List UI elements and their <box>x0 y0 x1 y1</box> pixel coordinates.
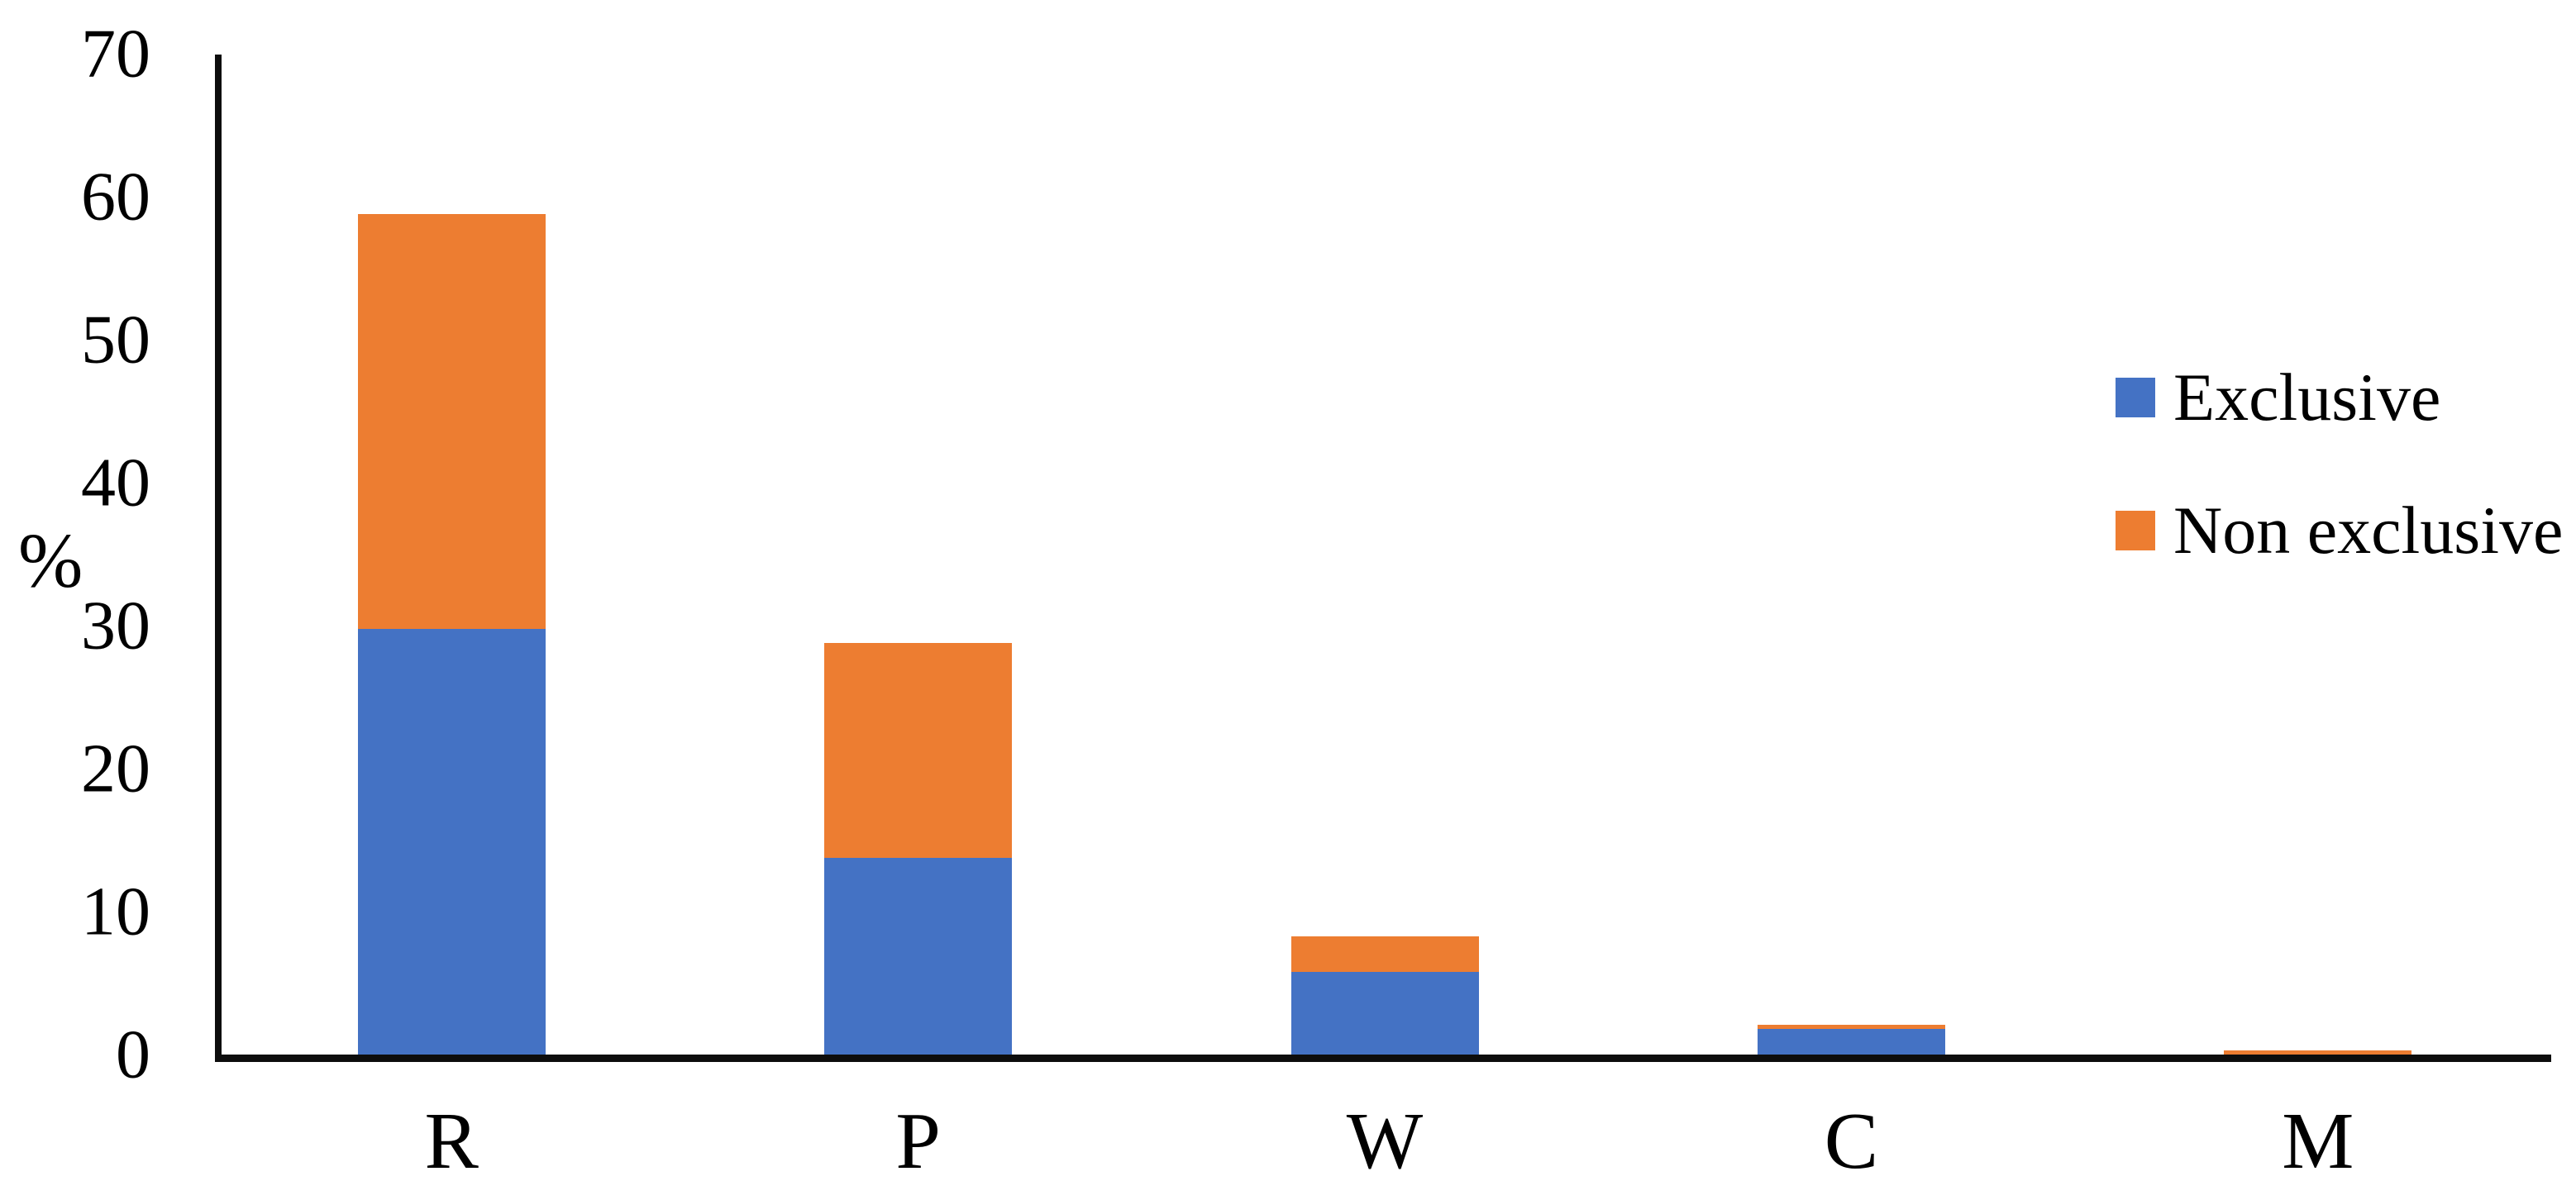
legend-label-non-exclusive: Non exclusive <box>2173 493 2564 568</box>
y-tick-label-70: 70 <box>81 15 150 93</box>
y-tick-label-20: 20 <box>81 730 150 807</box>
bar-segment-exclusive-R <box>357 629 546 1058</box>
y-tick-label-50: 50 <box>81 301 150 379</box>
legend-swatch-non-exclusive-icon <box>2116 511 2155 550</box>
y-tick-label-0: 0 <box>116 1016 150 1093</box>
bar-segment-non-exclusive-R <box>357 214 546 629</box>
legend-item-exclusive: Exclusive <box>2116 364 2563 431</box>
legend-label-exclusive: Exclusive <box>2173 360 2441 435</box>
bar-segment-non-exclusive-W <box>1290 936 1479 973</box>
bar-segment-non-exclusive-C <box>1757 1025 1945 1030</box>
bar-segment-non-exclusive-P <box>824 643 1013 858</box>
bar-segment-exclusive-P <box>824 857 1013 1058</box>
category-label-R: R <box>424 1097 479 1186</box>
legend-swatch-exclusive-icon <box>2116 378 2155 417</box>
y-tick-label-10: 10 <box>81 873 150 950</box>
y-axis-title: % <box>18 518 83 604</box>
y-tick-label-60: 60 <box>81 158 150 236</box>
category-label-C: C <box>1824 1097 1879 1186</box>
legend: Exclusive Non exclusive <box>2116 364 2563 564</box>
legend-item-non-exclusive: Non exclusive <box>2116 497 2563 564</box>
category-label-P: P <box>895 1097 941 1186</box>
bar-segment-exclusive-C <box>1757 1029 1945 1058</box>
y-axis-tick-labels: 0 10 20 30 40 50 60 70 <box>0 0 150 1200</box>
y-tick-label-40: 40 <box>81 444 150 521</box>
x-axis-line <box>215 1055 2551 1062</box>
y-axis-line <box>215 55 222 1062</box>
category-label-M: M <box>2282 1097 2354 1186</box>
bar-segment-non-exclusive-M <box>2224 1050 2412 1058</box>
category-label-W: W <box>1346 1097 1424 1186</box>
bar-segment-exclusive-W <box>1290 972 1479 1058</box>
y-tick-label-30: 30 <box>81 587 150 664</box>
